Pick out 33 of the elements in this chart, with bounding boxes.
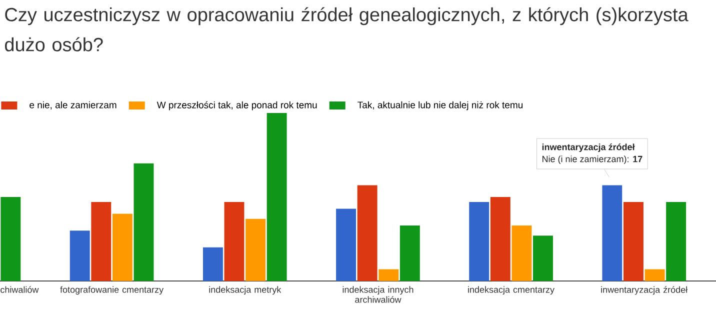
legend-label: W przeszłości tak, ale ponad rok temu [156, 101, 317, 110]
x-tick-label: indeksacja metryk [209, 286, 282, 295]
x-tick-label: inwentaryzacja źródeł [601, 286, 688, 295]
bar [91, 202, 112, 281]
annotation: Nie (i nie zamierzam): 17 [542, 156, 642, 164]
x-tick-label: indeksacja cmentarzy [468, 286, 554, 295]
bar [266, 112, 287, 281]
bar [134, 163, 154, 281]
bar [336, 208, 356, 281]
bar [624, 202, 644, 281]
bar [202, 247, 223, 281]
bar [666, 202, 686, 281]
bar [644, 269, 665, 281]
bar [0, 196, 21, 281]
bar [469, 202, 490, 281]
bar [112, 214, 132, 281]
bar [533, 236, 553, 281]
bar [246, 218, 266, 281]
bar [378, 269, 399, 281]
chart-title: Czy uczestniczysz w opracowaniu źródeł genealogicznych, z których (s)korzysta dużo osób? [5, 7, 688, 52]
bar [224, 202, 244, 281]
bar [400, 226, 420, 281]
legend-label: e nie, ale zamierzam [30, 101, 116, 110]
annotation: inwentaryzacja źródeł [542, 144, 635, 152]
bar [490, 196, 510, 281]
x-tick-label: fotografowanie cmentarzy [60, 286, 164, 295]
legend-label: Tak, aktualnie lub nie dalej niż rok temu [358, 101, 523, 110]
bar [602, 185, 622, 281]
bar [512, 226, 532, 281]
x-tick-label: indeksacja innych archiwaliów [342, 286, 414, 303]
x-tick-label: chiwaliów [0, 286, 39, 293]
bar [357, 185, 378, 281]
bar [70, 230, 90, 281]
